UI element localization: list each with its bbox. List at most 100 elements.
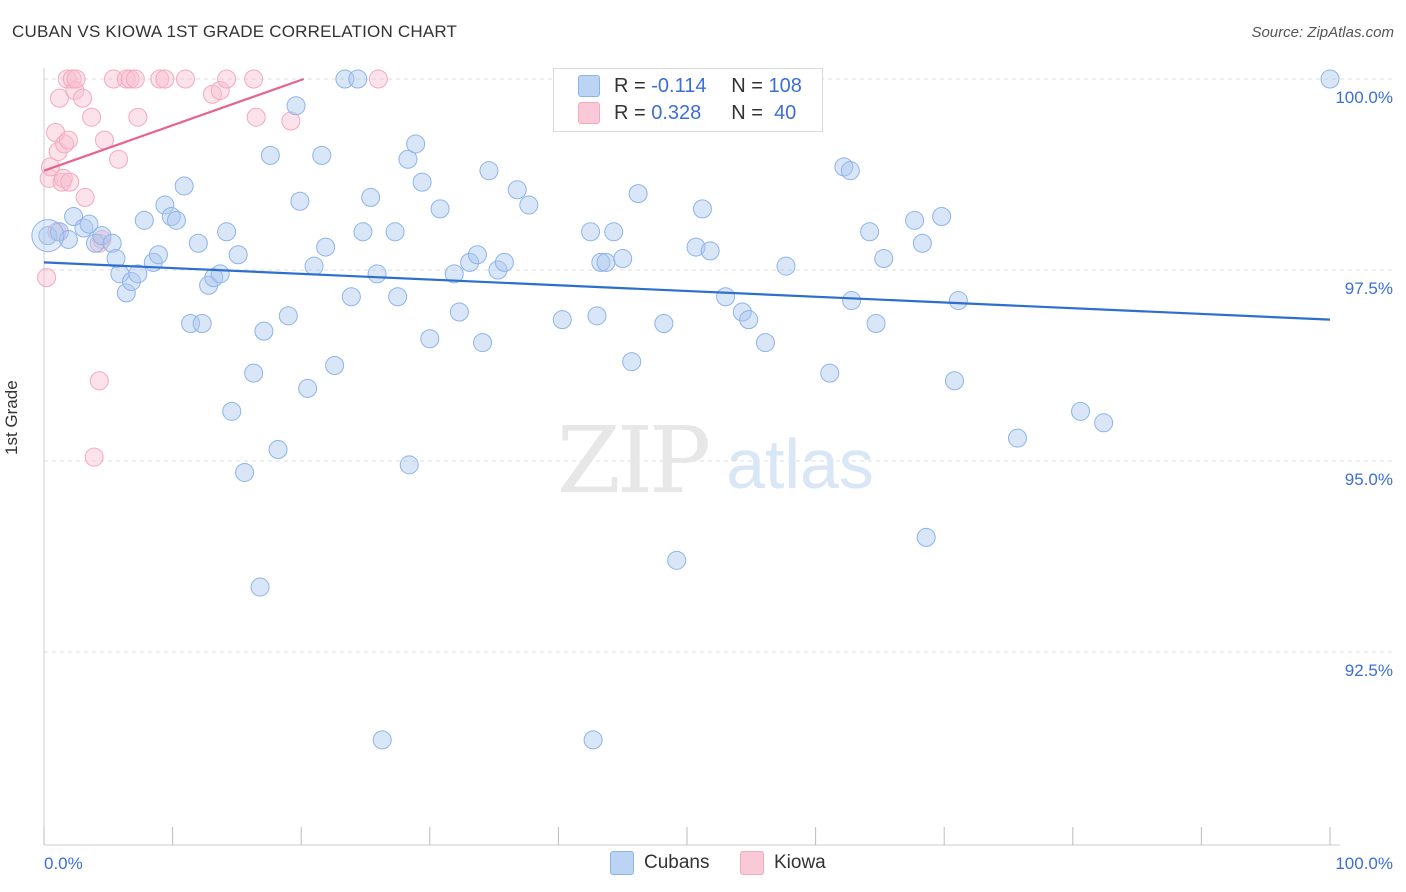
cubans-point [228, 245, 248, 265]
legend-item-kiowa[interactable]: Kiowa [740, 851, 826, 875]
cubans-point [905, 210, 925, 230]
kiowa-legend-label: Kiowa [774, 852, 826, 873]
kiowa-point [217, 69, 237, 89]
cubans-point [116, 283, 136, 303]
axes [43, 68, 1340, 846]
cubans-point [473, 333, 493, 353]
series-kiowa-points [37, 69, 388, 467]
cubans-point [161, 207, 181, 227]
cubans-point [398, 149, 418, 169]
chart-title: CUBAN VS KIOWA 1ST GRADE CORRELATION CHA… [12, 22, 458, 41]
watermark: ZIP atlas [557, 407, 874, 514]
kiowa-n-value: 40 [774, 101, 797, 124]
kiowa-point [49, 88, 69, 108]
kiowa-point [58, 130, 78, 150]
legend-item-cubans[interactable]: Cubans [610, 851, 710, 875]
cubans-point [587, 306, 607, 326]
cubans-point [739, 310, 759, 330]
cubans-r-value: -0.114 [651, 74, 707, 97]
cubans-point [1008, 428, 1028, 448]
cubans-point [552, 310, 572, 330]
series-cubans-points [31, 69, 1340, 750]
cubans-point [479, 161, 499, 181]
kiowa-point [175, 69, 195, 89]
cubans-point [420, 329, 440, 349]
cubans-point [268, 440, 288, 460]
n-label: N = [731, 101, 763, 124]
cubans-point [304, 256, 324, 276]
cubans-point [1094, 413, 1114, 433]
kiowa-point [55, 134, 75, 154]
cubans-point [1071, 401, 1091, 421]
cubans-point [716, 287, 736, 307]
cubans-point [449, 302, 469, 322]
cubans-point [79, 214, 99, 234]
legend-row-kiowa: R = 0.328 N = 40 [578, 100, 796, 126]
cubans-point [444, 264, 464, 284]
cubans-point [874, 249, 894, 269]
kiowa-point [246, 107, 266, 127]
cubans-point [842, 291, 862, 311]
watermark-atlas: atlas [726, 425, 874, 503]
cubans-point [372, 730, 392, 750]
y-tick-label: 95.0% [1345, 470, 1393, 489]
kiowa-point [89, 371, 109, 391]
cubans-point [217, 222, 237, 242]
cubans-point [361, 187, 381, 207]
cubans-point [686, 237, 706, 257]
cubans-point [31, 219, 65, 253]
cubans-point [628, 184, 648, 204]
cubans-point [412, 172, 432, 192]
cubans-point [210, 264, 230, 284]
kiowa-point [128, 107, 148, 127]
cubans-point [260, 145, 280, 165]
cubans-point [244, 363, 264, 383]
r-label: R = [614, 101, 646, 124]
kiowa-point [66, 69, 86, 89]
cubans-point [388, 287, 408, 307]
n-label: N = [731, 74, 763, 97]
cubans-point [385, 222, 405, 242]
cubans-point [944, 371, 964, 391]
cubans-point [488, 260, 508, 280]
cubans-point [932, 207, 952, 227]
cubans-point [494, 252, 514, 272]
cubans-point [155, 195, 175, 215]
cubans-point [286, 96, 306, 116]
y-tick-label: 97.5% [1345, 279, 1393, 298]
cubans-point [121, 271, 141, 291]
cubans-point [467, 245, 487, 265]
cubans-point [188, 233, 208, 253]
kiowa-swatch [578, 102, 600, 124]
cubans-point [948, 291, 968, 311]
cubans-point [222, 401, 242, 421]
cubans-point [591, 252, 611, 272]
kiowa-point [120, 69, 140, 89]
kiowa-point [37, 268, 57, 288]
kiowa-point [281, 111, 301, 131]
r-label: R = [614, 74, 646, 97]
cubans-point [581, 222, 601, 242]
cubans-point [174, 176, 194, 196]
cubans-point [866, 313, 886, 333]
cubans-point [92, 226, 112, 246]
cubans-point [298, 378, 318, 398]
cubans-swatch [578, 75, 600, 97]
cubans-point [654, 313, 674, 333]
cubans-point [278, 306, 298, 326]
cubans-point [85, 233, 105, 253]
cubans-point [192, 313, 212, 333]
cubans-point [74, 218, 94, 238]
chart-source: Source: ZipAtlas.com [1251, 24, 1394, 41]
x-tick-labels: 0.0% 100.0% [44, 854, 1393, 873]
watermark-zip: ZIP [557, 407, 708, 514]
x-tick-label: 0.0% [44, 854, 83, 873]
cubans-point [325, 356, 345, 375]
cubans-point [148, 245, 168, 265]
cubans-point [235, 462, 255, 482]
y-tick-label: 92.5% [1345, 661, 1393, 680]
cubans-point [732, 302, 752, 322]
kiowa-point [150, 69, 170, 89]
trend-lines [43, 77, 1331, 321]
cubans-point [312, 145, 332, 165]
